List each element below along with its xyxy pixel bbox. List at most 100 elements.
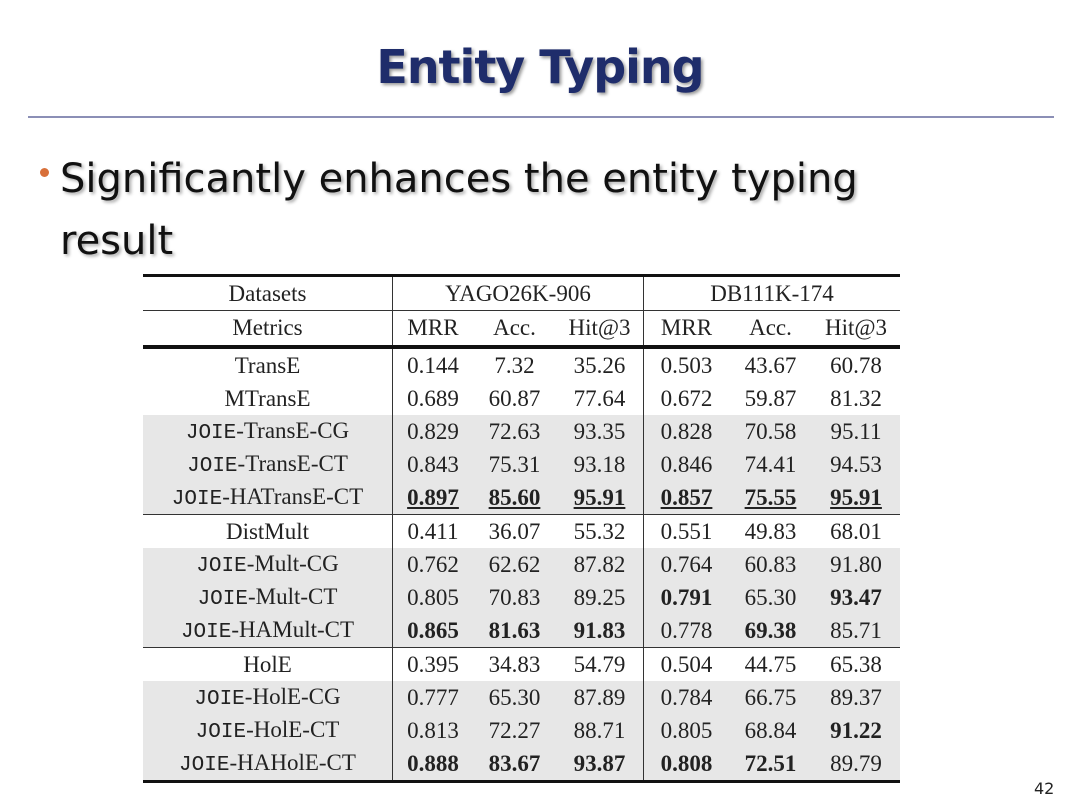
value-cell: 0.805 bbox=[392, 581, 473, 614]
value-text: 60.78 bbox=[830, 352, 882, 378]
value-cell: 0.829 bbox=[392, 415, 473, 448]
value-cell: 36.07 bbox=[473, 514, 556, 548]
value-text: 69.38 bbox=[744, 617, 797, 643]
value-cell: 81.63 bbox=[473, 614, 556, 648]
value-text: 0.778 bbox=[660, 617, 713, 643]
value-text: 0.805 bbox=[660, 717, 713, 743]
value-text: 87.82 bbox=[573, 551, 626, 577]
value-text: 68.84 bbox=[744, 717, 797, 743]
value-text: 0.829 bbox=[407, 418, 459, 444]
method-name: TransE bbox=[234, 352, 301, 378]
value-text: 85.71 bbox=[830, 617, 882, 643]
value-text: 0.808 bbox=[660, 750, 713, 776]
table-row: JOIE-Mult-CT 0.805 70.83 89.25 0.791 65.30 93.… bbox=[143, 581, 900, 614]
method-cell: JOIE-HATransE-CT bbox=[143, 481, 393, 515]
method-cell: DistMult bbox=[143, 514, 393, 548]
value-text: 0.144 bbox=[407, 352, 459, 378]
value-text: 93.18 bbox=[573, 451, 626, 477]
value-text: 34.83 bbox=[488, 651, 541, 677]
method-prefix: JOIE bbox=[195, 721, 247, 744]
value-cell: 91.83 bbox=[556, 614, 644, 648]
method-name: -HolE-CG bbox=[244, 684, 341, 709]
table-row: JOIE-TransE-CG 0.829 72.63 93.35 0.828 70.58 9… bbox=[143, 415, 900, 448]
value-text: 62.62 bbox=[488, 551, 541, 577]
value-text: 88.71 bbox=[573, 717, 626, 743]
value-text: 44.75 bbox=[744, 651, 797, 677]
value-text: 66.75 bbox=[744, 684, 797, 710]
header-cell: MRR bbox=[643, 310, 729, 349]
header-cell: MRR bbox=[392, 310, 473, 349]
value-cell: 87.89 bbox=[556, 681, 644, 714]
value-text: 68.01 bbox=[830, 518, 882, 544]
value-cell: 93.35 bbox=[556, 415, 644, 448]
value-text: 83.67 bbox=[488, 750, 541, 776]
value-text: 94.53 bbox=[830, 451, 882, 477]
method-name: DistMult bbox=[225, 518, 310, 544]
value-cell: 34.83 bbox=[473, 647, 556, 681]
value-text: 81.32 bbox=[830, 385, 882, 411]
value-text: 77.64 bbox=[573, 385, 626, 411]
value-text: 0.503 bbox=[660, 352, 713, 378]
value-cell: 91.22 bbox=[812, 714, 900, 747]
table-row: TransE 0.144 7.32 35.26 0.503 43.67 60.78 bbox=[143, 347, 900, 382]
value-text: 36.07 bbox=[488, 518, 541, 544]
bullet-list: Significantly enhances the entity typing… bbox=[40, 148, 940, 272]
method-name: -Mult-CT bbox=[247, 584, 338, 609]
value-text: 91.80 bbox=[830, 551, 882, 577]
value-text: 0.857 bbox=[660, 484, 713, 510]
value-text: 60.83 bbox=[744, 551, 797, 577]
value-text: 87.89 bbox=[573, 684, 626, 710]
method-cell: JOIE-TransE-CT bbox=[143, 448, 393, 481]
value-cell: 0.828 bbox=[643, 415, 729, 448]
value-cell: 66.75 bbox=[729, 681, 812, 714]
value-cell: 60.78 bbox=[812, 347, 900, 382]
method-prefix: JOIE bbox=[180, 621, 232, 644]
value-text: 60.87 bbox=[488, 385, 541, 411]
value-cell: 0.805 bbox=[643, 714, 729, 747]
header-row: Metrics MRR Acc. Hit@3 MRR Acc. Hit@3 bbox=[143, 310, 900, 349]
method-name: -HATransE-CT bbox=[222, 484, 364, 509]
value-text: 0.784 bbox=[660, 684, 713, 710]
method-cell: JOIE-HolE-CG bbox=[143, 681, 393, 714]
value-text: 43.67 bbox=[744, 352, 797, 378]
value-cell: 68.84 bbox=[729, 714, 812, 747]
value-text: 0.762 bbox=[407, 551, 459, 577]
value-cell: 68.01 bbox=[812, 514, 900, 548]
value-text: 89.37 bbox=[830, 684, 882, 710]
value-text: 7.32 bbox=[494, 352, 535, 378]
value-text: 75.55 bbox=[744, 484, 797, 510]
value-text: 70.83 bbox=[488, 584, 541, 610]
value-cell: 85.60 bbox=[473, 481, 556, 515]
value-cell: 91.80 bbox=[812, 548, 900, 581]
table-row: MTransE 0.689 60.87 77.64 0.672 59.87 81.32 bbox=[143, 382, 900, 415]
value-text: 0.504 bbox=[660, 651, 713, 677]
value-cell: 93.87 bbox=[556, 747, 644, 783]
value-text: 65.30 bbox=[488, 684, 541, 710]
value-cell: 93.18 bbox=[556, 448, 644, 481]
method-cell: JOIE-Mult-CG bbox=[143, 548, 393, 581]
method-prefix: JOIE bbox=[187, 455, 238, 478]
method-name: HolE bbox=[243, 651, 292, 677]
value-text: 75.31 bbox=[488, 451, 541, 477]
value-cell: 62.62 bbox=[473, 548, 556, 581]
method-name: MTransE bbox=[224, 385, 311, 411]
value-text: 35.26 bbox=[573, 352, 626, 378]
value-text: 91.22 bbox=[830, 717, 882, 743]
value-text: 0.846 bbox=[660, 451, 713, 477]
table-row: HolE 0.395 34.83 54.79 0.504 44.75 65.38 bbox=[143, 647, 900, 681]
results-table: Datasets YAGO26K-906 DB111K-174 Metrics MRR A… bbox=[143, 274, 900, 783]
value-text: 65.38 bbox=[830, 651, 882, 677]
value-cell: 77.64 bbox=[556, 382, 644, 415]
value-cell: 95.91 bbox=[556, 481, 644, 515]
method-prefix: JOIE bbox=[185, 422, 237, 445]
value-text: 89.25 bbox=[573, 584, 626, 610]
value-cell: 75.31 bbox=[473, 448, 556, 481]
slide-title: Entity Typing bbox=[376, 40, 704, 94]
value-text: 95.91 bbox=[830, 484, 882, 510]
value-text: 95.11 bbox=[830, 418, 882, 444]
method-name: -HAMult-CT bbox=[231, 617, 355, 642]
value-cell: 70.83 bbox=[473, 581, 556, 614]
value-cell: 72.27 bbox=[473, 714, 556, 747]
value-cell: 55.32 bbox=[556, 514, 644, 548]
value-cell: 88.71 bbox=[556, 714, 644, 747]
